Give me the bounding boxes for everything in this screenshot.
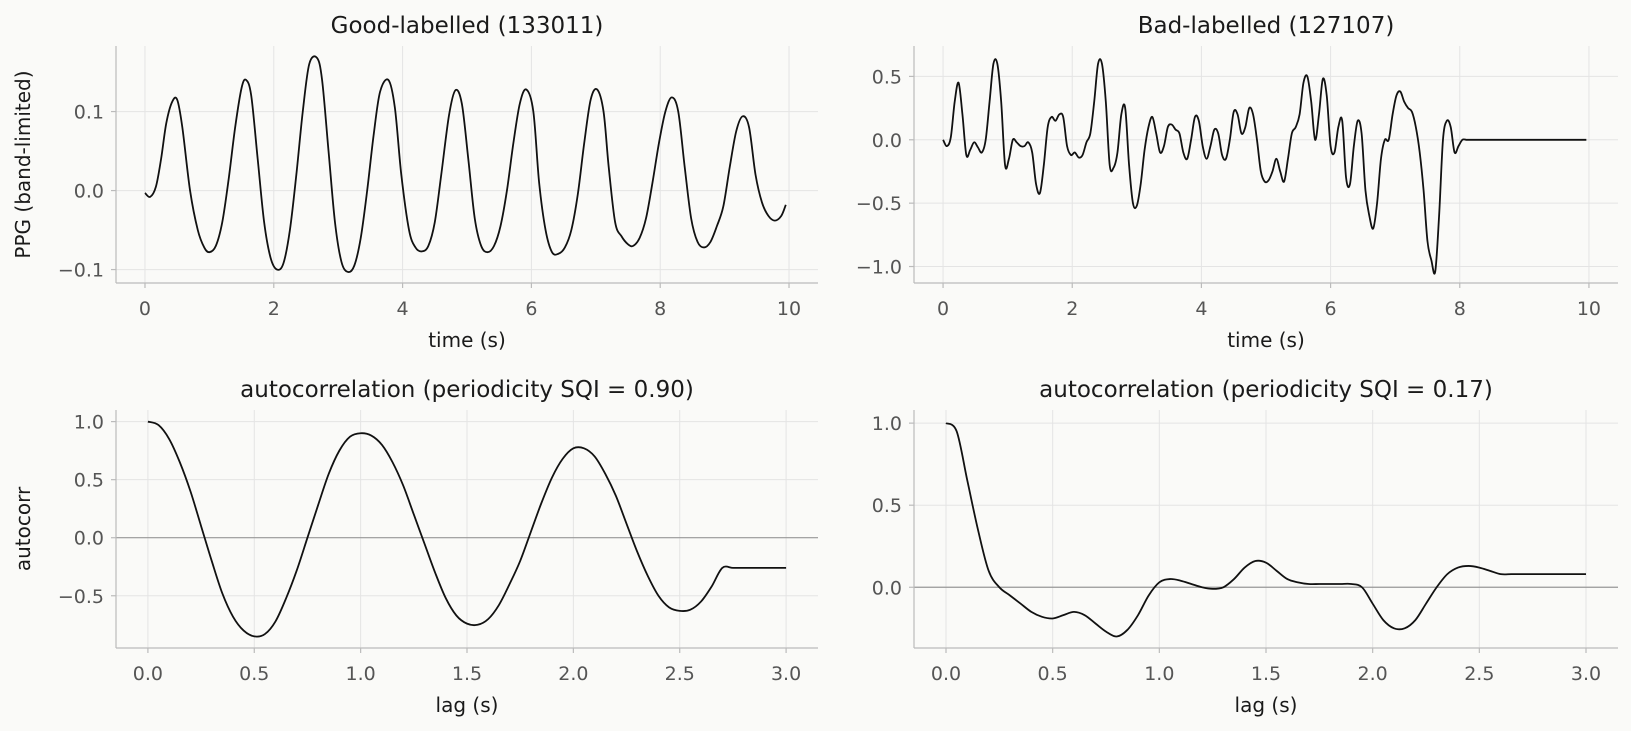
subplot-bad-signal: Bad-labelled (127107) time (s) 0 2 4 6 8 10 −1…	[856, 13, 1618, 352]
x-axis-label: lag (s)	[436, 693, 499, 717]
subplot-bad-autocorr: autocorrelation (periodicity SQI = 0.17)…	[872, 377, 1618, 717]
x-tick-label: 0.5	[1038, 663, 1068, 685]
x-tick-label: 2	[1066, 298, 1078, 320]
series-line	[942, 58, 1587, 275]
subplot-good-autocorr: autocorrelation (periodicity SQI = 0.90)…	[11, 377, 818, 717]
series-line	[147, 420, 787, 638]
x-tick-label: 10	[1577, 298, 1601, 320]
y-tick-label: 0.0	[74, 181, 104, 203]
x-tick-label: 0.5	[239, 663, 269, 685]
y-tick-label: 0.0	[872, 577, 902, 599]
subplot-title: Bad-labelled (127107)	[1138, 13, 1395, 39]
x-tick-label: 8	[1454, 298, 1466, 320]
x-tick-label: 0.0	[133, 663, 163, 685]
y-tick-label: 0.5	[872, 495, 902, 517]
x-tick-label: 1.5	[452, 663, 482, 685]
y-axis-label: PPG (band-limited)	[11, 70, 35, 258]
y-tick-label: 0.0	[872, 130, 902, 152]
x-axis-label: lag (s)	[1235, 693, 1298, 717]
x-tick-label: 6	[525, 298, 537, 320]
y-tick-label: 1.0	[872, 413, 902, 435]
x-tick-label: 2.5	[665, 663, 695, 685]
y-tick-label: 0.1	[74, 102, 104, 124]
y-tick-label: 0.0	[74, 528, 104, 550]
series-line	[945, 422, 1586, 638]
y-axis-label: autocorr	[11, 486, 35, 571]
subplot-title: Good-labelled (133011)	[331, 13, 604, 39]
x-tick-label: 0.0	[931, 663, 961, 685]
y-tick-label: 1.0	[74, 412, 104, 434]
x-tick-label: 2	[268, 298, 280, 320]
x-tick-label: 1.5	[1251, 663, 1281, 685]
subplot-title: autocorrelation (periodicity SQI = 0.90)	[240, 377, 694, 403]
y-tick-label: −0.5	[856, 193, 902, 215]
x-tick-label: 0	[937, 298, 949, 320]
y-tick-label: −1.0	[856, 257, 902, 279]
x-tick-label: 2.0	[558, 663, 588, 685]
y-tick-label: 0.5	[872, 66, 902, 88]
series-line	[144, 55, 787, 273]
subplot-good-signal: Good-labelled (133011) time (s) PPG (ban…	[11, 13, 818, 352]
x-axis-label: time (s)	[1227, 328, 1305, 352]
y-tick-label: −0.5	[58, 586, 104, 608]
x-tick-label: 4	[1195, 298, 1207, 320]
grid	[116, 46, 818, 283]
subplot-title: autocorrelation (periodicity SQI = 0.17)	[1039, 377, 1493, 403]
x-tick-label: 10	[777, 298, 801, 320]
x-tick-label: 2.0	[1358, 663, 1388, 685]
x-tick-label: 6	[1325, 298, 1337, 320]
x-tick-label: 4	[397, 298, 409, 320]
y-tick-label: −0.1	[58, 260, 104, 282]
x-tick-label: 1.0	[346, 663, 376, 685]
y-tick-label: 0.5	[74, 470, 104, 492]
x-tick-label: 2.5	[1464, 663, 1494, 685]
x-tick-label: 1.0	[1144, 663, 1174, 685]
x-axis-label: time (s)	[428, 328, 506, 352]
x-tick-label: 3.0	[1571, 663, 1601, 685]
x-tick-label: 8	[654, 298, 666, 320]
x-tick-label: 0	[139, 298, 151, 320]
x-tick-label: 3.0	[771, 663, 801, 685]
